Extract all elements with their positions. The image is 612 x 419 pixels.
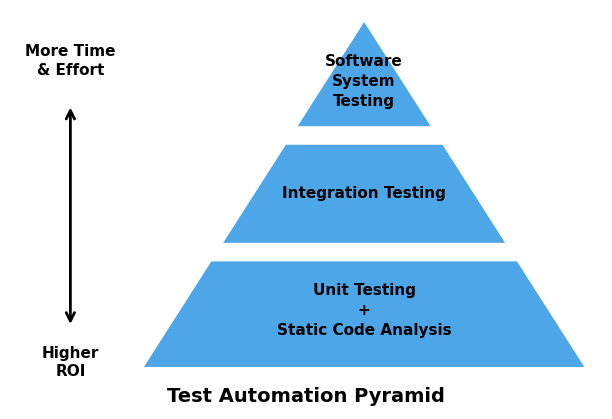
Text: Integration Testing: Integration Testing bbox=[282, 186, 446, 201]
Polygon shape bbox=[141, 260, 588, 369]
Polygon shape bbox=[220, 143, 508, 245]
Text: Software
System
Testing: Software System Testing bbox=[325, 54, 403, 109]
Text: More Time
& Effort: More Time & Effort bbox=[25, 44, 116, 78]
Text: Higher
ROI: Higher ROI bbox=[42, 346, 99, 379]
Text: Unit Testing
+
Static Code Analysis: Unit Testing + Static Code Analysis bbox=[277, 283, 452, 338]
Polygon shape bbox=[294, 19, 434, 128]
Text: Test Automation Pyramid: Test Automation Pyramid bbox=[167, 388, 445, 406]
